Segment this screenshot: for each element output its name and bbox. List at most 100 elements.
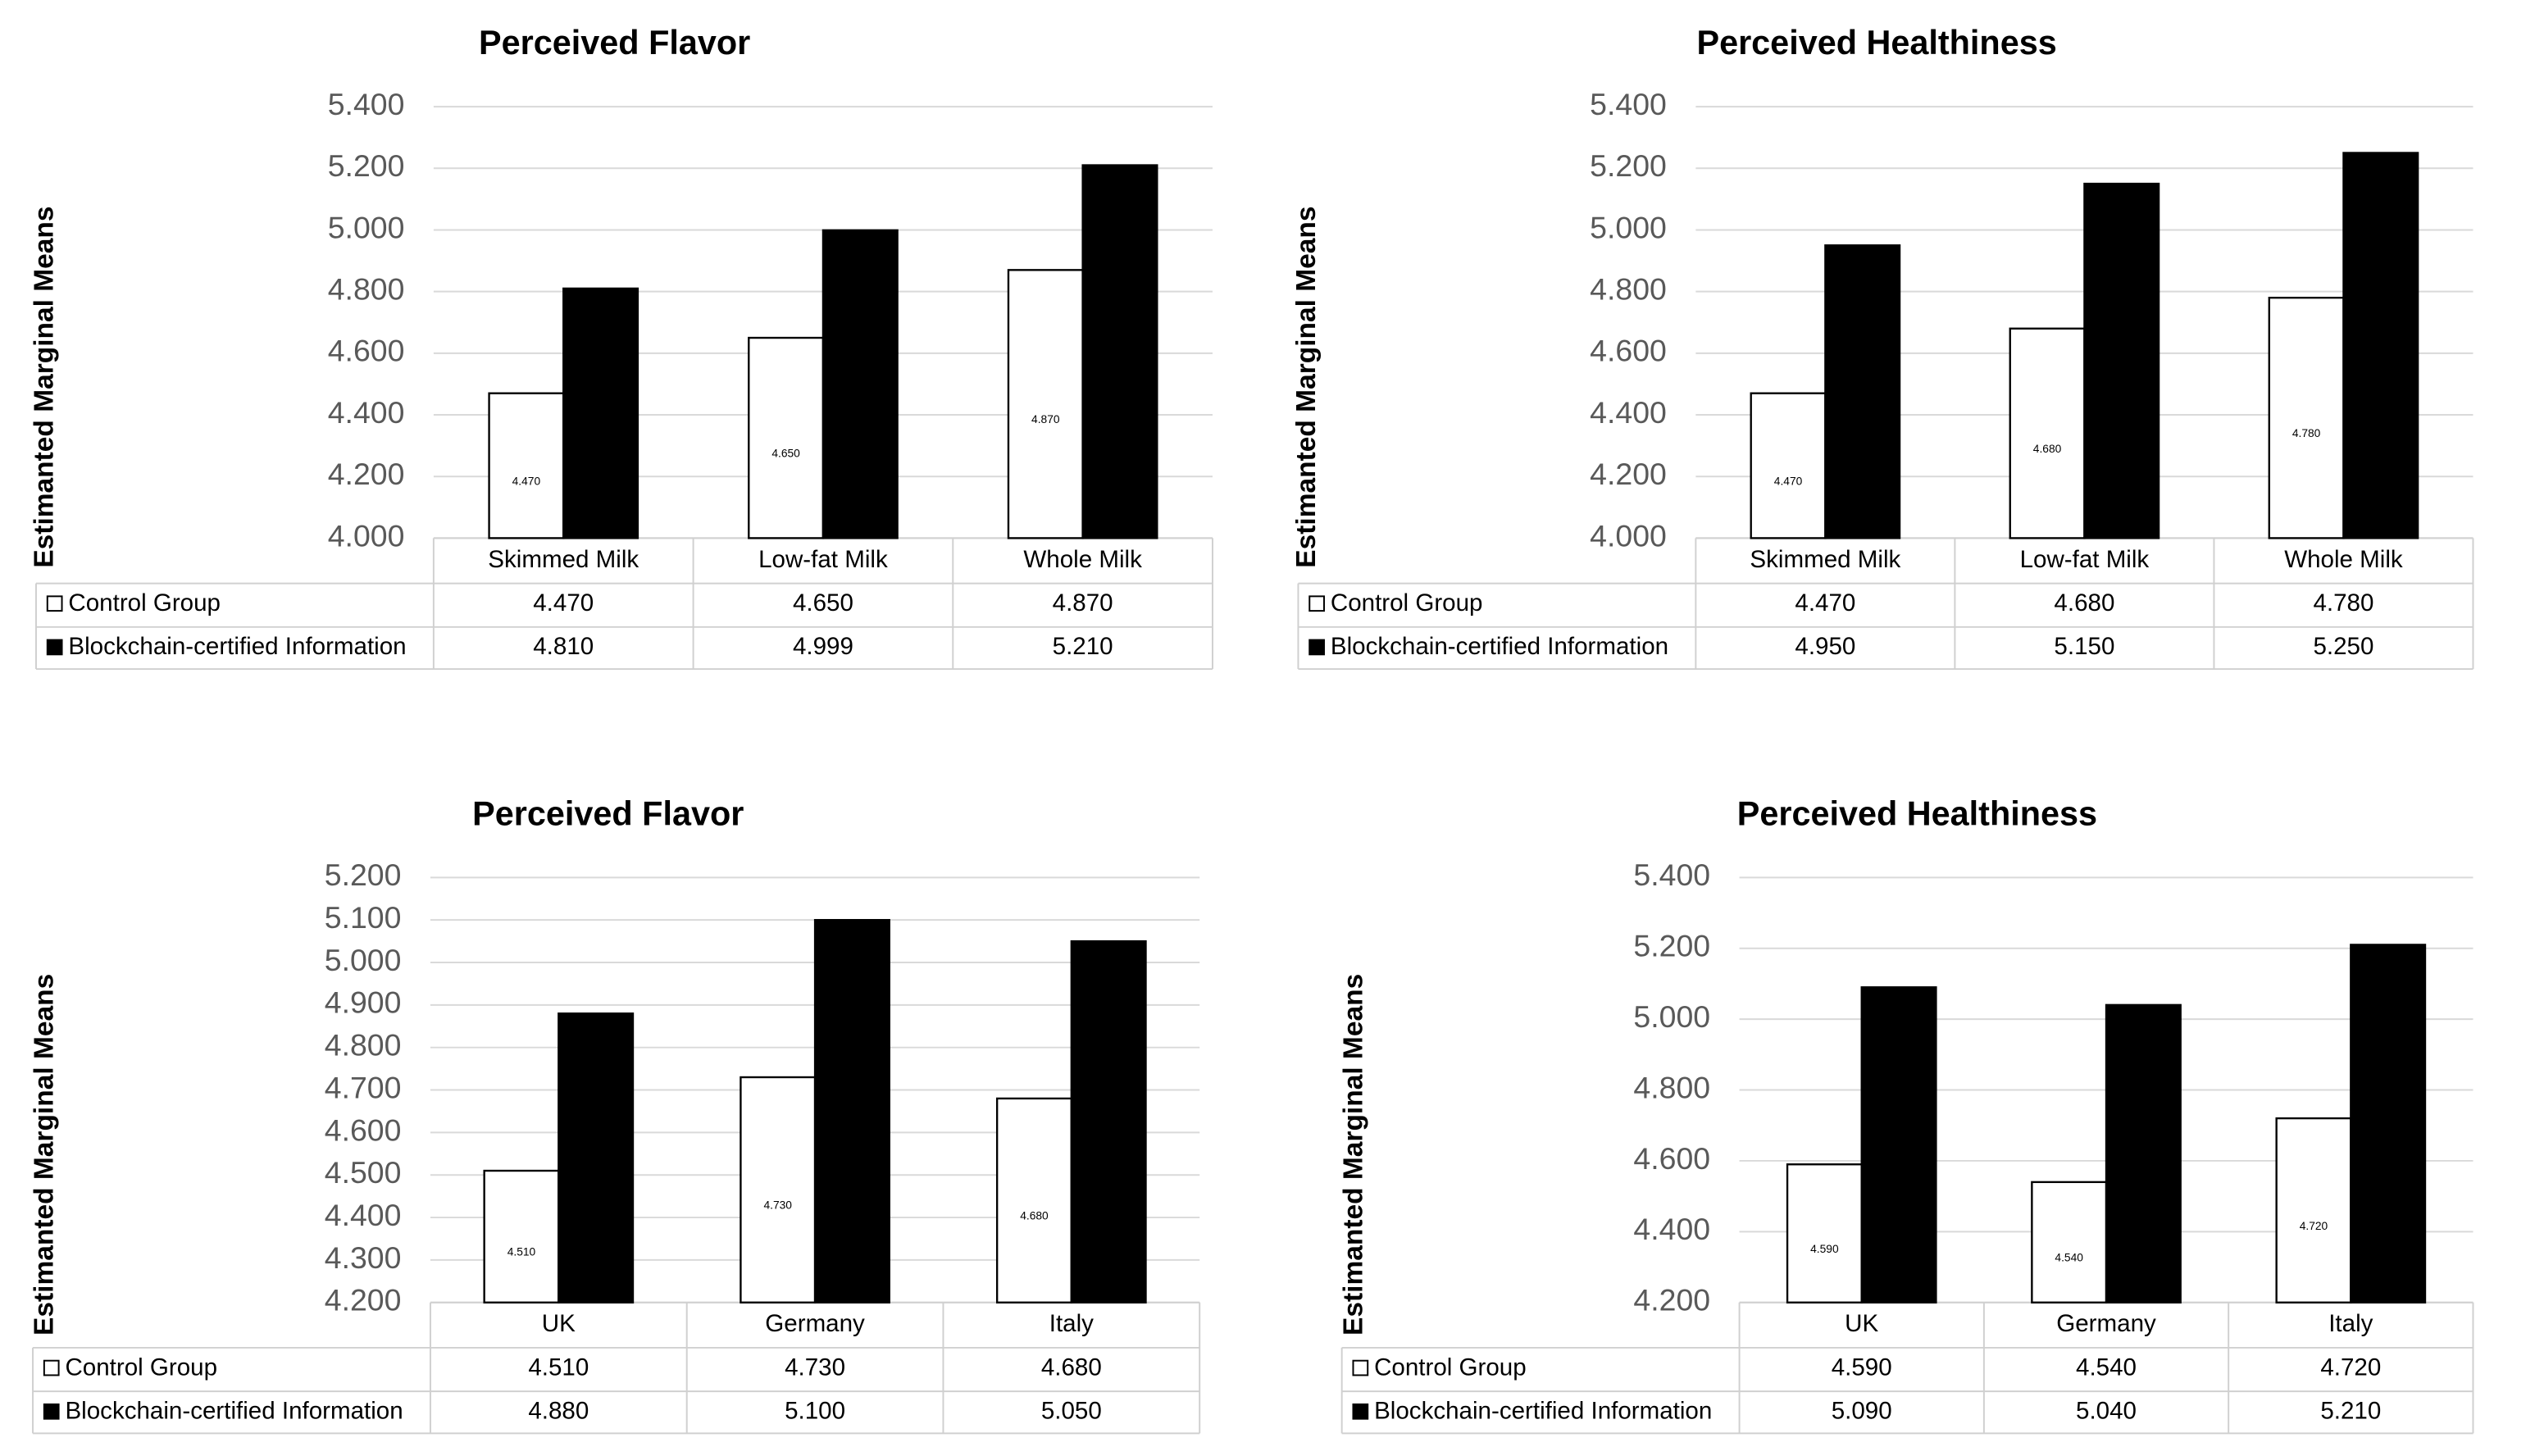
y-tick-label: 5.400 [1590, 87, 1667, 121]
data-label: 4.880 [581, 1135, 610, 1147]
bar [1081, 164, 1158, 539]
legend-swatch [43, 1359, 60, 1376]
bar [1750, 392, 1827, 539]
data-label: 4.810 [586, 390, 615, 403]
data-label: 4.780 [2292, 427, 2321, 439]
bar [1824, 244, 1901, 539]
y-tick-label: 4.300 [325, 1240, 402, 1275]
y-tick-label: 5.000 [1633, 999, 1710, 1034]
data-label: 4.999 [846, 362, 875, 374]
x-tick-label: Whole Milk [2284, 546, 2403, 573]
table-value: 4.720 [2320, 1354, 2381, 1381]
x-tick-label: Low-fat Milk [2020, 546, 2150, 573]
legend-label: Control Group [1374, 1354, 1527, 1381]
legend-label: Control Group [65, 1354, 217, 1381]
data-label: 5.040 [2129, 1131, 2158, 1143]
data-label: 4.680 [1020, 1210, 1049, 1222]
bar [1860, 986, 1937, 1304]
table-value: 4.780 [2313, 589, 2373, 617]
bar [2083, 182, 2160, 539]
bar [821, 229, 899, 539]
data-label: 4.730 [763, 1199, 792, 1212]
bar [558, 1012, 635, 1304]
y-tick-label: 4.200 [1633, 1283, 1710, 1317]
table-value: 4.470 [533, 589, 594, 617]
y-tick-label: 5.000 [325, 943, 402, 977]
data-label: 5.050 [1095, 1099, 1123, 1111]
bar [995, 1097, 1073, 1304]
legend-label: Blockchain-certified Information [1331, 633, 1668, 660]
bar [488, 392, 565, 539]
chart-title: Perceived Healthiness [1737, 794, 2097, 832]
legend-label: Control Group [1331, 589, 1483, 617]
data-label: 5.210 [1106, 329, 1135, 341]
legend-swatch [1308, 595, 1325, 612]
data-label: 4.680 [2033, 443, 2062, 455]
legend-label: Blockchain-certified Information [1374, 1398, 1712, 1425]
bar [562, 287, 639, 539]
y-tick-label: 4.600 [328, 334, 405, 368]
bar [2031, 1181, 2108, 1304]
table-value: 5.100 [785, 1398, 845, 1425]
legend-swatch [43, 1403, 60, 1420]
legend-swatch [1352, 1359, 1369, 1376]
data-label: 4.590 [1810, 1243, 1839, 1255]
data-label: 4.950 [1848, 369, 1877, 381]
data-label: 5.090 [1885, 1122, 1914, 1134]
bar [1070, 940, 1147, 1304]
x-tick-label: Italy [2328, 1310, 2373, 1337]
y-tick-label: 5.200 [328, 148, 405, 183]
data-label: 5.210 [2373, 1101, 2402, 1113]
table-value: 4.510 [528, 1354, 589, 1381]
data-label: 4.540 [2055, 1252, 2083, 1264]
table-value: 4.470 [1795, 589, 1855, 617]
y-axis-label: Estimanted Marginal Means [30, 974, 60, 1335]
legend-label: Control Group [68, 589, 221, 617]
table-value: 4.680 [1041, 1354, 1102, 1381]
y-tick-label: 4.900 [325, 985, 402, 1020]
table-value: 5.210 [1053, 633, 1113, 660]
bar [813, 918, 890, 1304]
y-tick-label: 4.200 [328, 457, 405, 491]
table-value: 4.680 [2054, 589, 2114, 617]
y-tick-label: 4.200 [325, 1283, 402, 1317]
x-tick-label: Italy [1049, 1310, 1094, 1337]
bar [2105, 1003, 2182, 1304]
y-tick-label: 4.800 [1633, 1070, 1710, 1104]
data-label: 5.150 [2107, 338, 2136, 350]
table-value: 4.540 [2076, 1354, 2137, 1381]
table-value: 5.040 [2076, 1398, 2137, 1425]
x-tick-label: Whole Milk [1023, 546, 1142, 573]
chart-panel: Perceived Flavor Estimanted Marginal Mean… [30, 24, 1213, 671]
legend-label: Blockchain-certified Information [68, 633, 406, 660]
table-value: 4.950 [1795, 633, 1855, 660]
chart-title: Perceived Flavor [479, 24, 750, 61]
y-tick-label: 5.000 [328, 210, 405, 244]
x-tick-label: Skimmed Milk [1750, 546, 1900, 573]
bar [748, 336, 825, 539]
y-tick-label: 4.600 [325, 1112, 402, 1147]
table-value: 5.090 [1832, 1398, 1892, 1425]
y-tick-label: 4.000 [1590, 518, 1667, 553]
chart-title: Perceived Flavor [472, 794, 744, 832]
table-value: 5.250 [2313, 633, 2373, 660]
data-label: 5.100 [838, 1088, 867, 1100]
chart-panel: Perceived Flavor Estimanted Marginal Mean… [30, 794, 1201, 1435]
y-tick-label: 5.400 [1633, 858, 1710, 892]
table-value: 5.050 [1041, 1398, 1102, 1425]
data-label: 4.720 [2300, 1220, 2328, 1232]
y-axis-label: Estimanted Marginal Means [1338, 974, 1368, 1335]
legend-label: Blockchain-certified Information [65, 1398, 403, 1425]
x-tick-label: Germany [765, 1310, 865, 1337]
x-tick-label: UK [1845, 1310, 1878, 1337]
chart-title: Perceived Healthiness [1696, 24, 2056, 61]
table-value: 4.650 [793, 589, 853, 617]
bar [2009, 327, 2086, 539]
table-value: 4.730 [785, 1354, 845, 1381]
y-tick-label: 4.800 [325, 1028, 402, 1062]
data-label: 4.510 [507, 1246, 536, 1258]
y-tick-label: 4.800 [328, 272, 405, 307]
data-label: 4.470 [512, 475, 541, 487]
